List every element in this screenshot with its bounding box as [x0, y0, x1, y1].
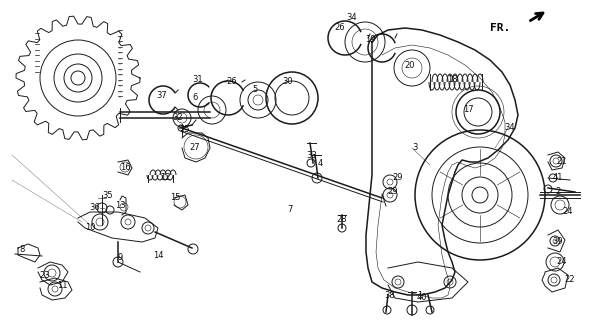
Text: 26: 26: [227, 77, 237, 86]
Text: 4: 4: [317, 158, 323, 167]
Text: 33: 33: [307, 150, 317, 159]
Text: 15: 15: [170, 194, 181, 203]
Text: 6: 6: [192, 92, 198, 101]
Text: 11: 11: [57, 281, 67, 290]
Text: 18: 18: [447, 76, 457, 84]
Text: 40: 40: [417, 293, 427, 302]
Text: 32: 32: [173, 114, 183, 123]
Text: 2: 2: [555, 188, 560, 196]
Text: 3: 3: [412, 143, 418, 153]
Text: FR.: FR.: [490, 23, 510, 33]
Text: 36: 36: [90, 204, 100, 212]
Text: 19: 19: [365, 36, 375, 44]
Text: 30: 30: [283, 77, 293, 86]
Text: 17: 17: [463, 106, 473, 115]
Text: 26: 26: [335, 23, 345, 33]
Text: 1: 1: [417, 291, 422, 300]
Text: 31: 31: [193, 76, 204, 84]
Text: 23: 23: [40, 270, 50, 279]
Text: 24: 24: [557, 258, 567, 267]
Text: 41: 41: [553, 172, 563, 181]
Text: 38: 38: [385, 291, 395, 300]
Text: 8: 8: [19, 245, 25, 254]
Text: 10: 10: [85, 223, 95, 233]
Text: 22: 22: [565, 276, 575, 284]
Text: 39: 39: [553, 237, 563, 246]
Text: 13: 13: [114, 201, 125, 210]
Text: 29: 29: [388, 188, 398, 196]
Text: 12: 12: [160, 173, 171, 182]
Text: 35: 35: [103, 190, 113, 199]
Text: 34: 34: [347, 13, 358, 22]
Text: 37: 37: [156, 91, 168, 100]
Text: 21: 21: [557, 157, 567, 166]
Text: 7: 7: [287, 205, 293, 214]
Text: 24: 24: [563, 207, 573, 217]
Text: 20: 20: [405, 60, 415, 69]
Text: 27: 27: [190, 143, 201, 153]
Text: 14: 14: [153, 251, 163, 260]
Text: 25: 25: [180, 125, 190, 134]
Text: 28: 28: [337, 215, 348, 225]
Text: 34: 34: [504, 124, 515, 132]
Text: 5: 5: [253, 85, 258, 94]
Text: 9: 9: [117, 253, 123, 262]
Text: 16: 16: [120, 164, 130, 172]
Text: 29: 29: [393, 173, 403, 182]
